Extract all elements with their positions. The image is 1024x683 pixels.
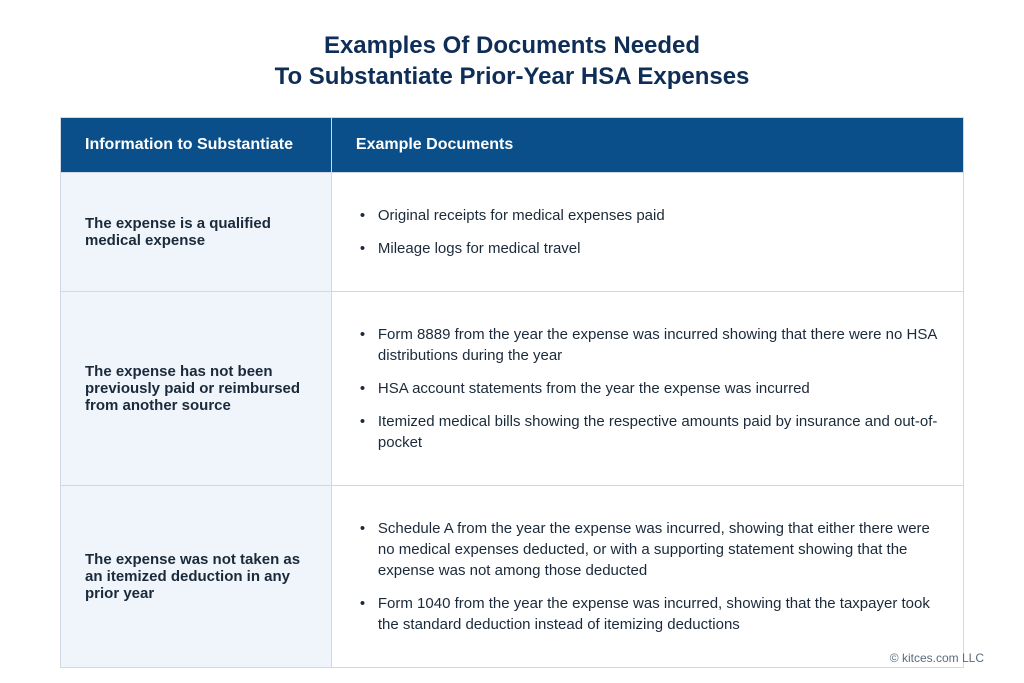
footer-credit: © kitces.com LLC bbox=[890, 651, 984, 665]
doc-item: Itemized medical bills showing the respe… bbox=[356, 411, 939, 453]
doc-item: HSA account statements from the year the… bbox=[356, 378, 939, 399]
header-col-info: Information to Substantiate bbox=[61, 118, 332, 173]
doc-item: Schedule A from the year the expense was… bbox=[356, 518, 939, 581]
page-title: Examples Of Documents Needed To Substant… bbox=[60, 30, 964, 92]
row-docs: Schedule A from the year the expense was… bbox=[331, 486, 963, 668]
doc-list: Form 8889 from the year the expense was … bbox=[356, 324, 939, 453]
table-row: The expense was not taken as an itemized… bbox=[61, 486, 964, 668]
title-line-1: Examples Of Documents Needed bbox=[324, 32, 700, 59]
documents-table: Information to Substantiate Example Docu… bbox=[60, 117, 964, 668]
doc-item: Form 8889 from the year the expense was … bbox=[356, 324, 939, 366]
doc-item: Form 1040 from the year the expense was … bbox=[356, 593, 939, 635]
doc-list: Schedule A from the year the expense was… bbox=[356, 518, 939, 635]
table-row: The expense has not been previously paid… bbox=[61, 292, 964, 486]
table-header-row: Information to Substantiate Example Docu… bbox=[61, 118, 964, 173]
row-info: The expense was not taken as an itemized… bbox=[61, 486, 332, 668]
row-docs: Original receipts for medical expenses p… bbox=[331, 173, 963, 292]
title-line-2: To Substantiate Prior-Year HSA Expenses bbox=[275, 63, 750, 90]
doc-list: Original receipts for medical expenses p… bbox=[356, 205, 939, 259]
row-info: The expense is a qualified medical expen… bbox=[61, 173, 332, 292]
header-col-docs: Example Documents bbox=[331, 118, 963, 173]
table-row: The expense is a qualified medical expen… bbox=[61, 173, 964, 292]
page-container: Examples Of Documents Needed To Substant… bbox=[0, 0, 1024, 683]
doc-item: Mileage logs for medical travel bbox=[356, 238, 939, 259]
row-docs: Form 8889 from the year the expense was … bbox=[331, 292, 963, 486]
doc-item: Original receipts for medical expenses p… bbox=[356, 205, 939, 226]
row-info: The expense has not been previously paid… bbox=[61, 292, 332, 486]
